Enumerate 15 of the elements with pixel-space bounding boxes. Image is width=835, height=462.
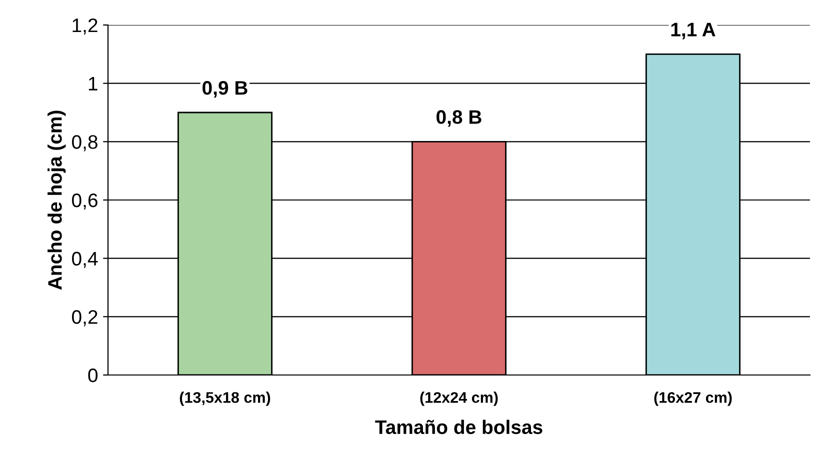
y-tick-label: 0,6	[72, 193, 98, 210]
x-tick-label: (13,5x18 cm)	[180, 392, 270, 406]
data-label: 0,9 B	[202, 81, 248, 98]
data-label: 0,8 B	[436, 110, 482, 127]
x-axis-title: Tamaño de bolsas	[375, 420, 542, 434]
x-tick-label: (16x27 cm)	[654, 392, 732, 406]
y-tick-label: 0,4	[72, 252, 98, 268]
y-tick-label: 0	[88, 368, 98, 382]
y-tick-label: 0,8	[72, 135, 98, 152]
y-tick-label: 1,2	[72, 18, 98, 35]
x-tick-label: (12x24 cm)	[420, 392, 498, 406]
data-label: 1,1 A	[671, 22, 716, 40]
y-axis-title: Ancho de hoja (cm)	[48, 110, 66, 290]
y-tick-label: 0,2	[72, 310, 98, 326]
y-tick-label: 1	[88, 77, 98, 90]
